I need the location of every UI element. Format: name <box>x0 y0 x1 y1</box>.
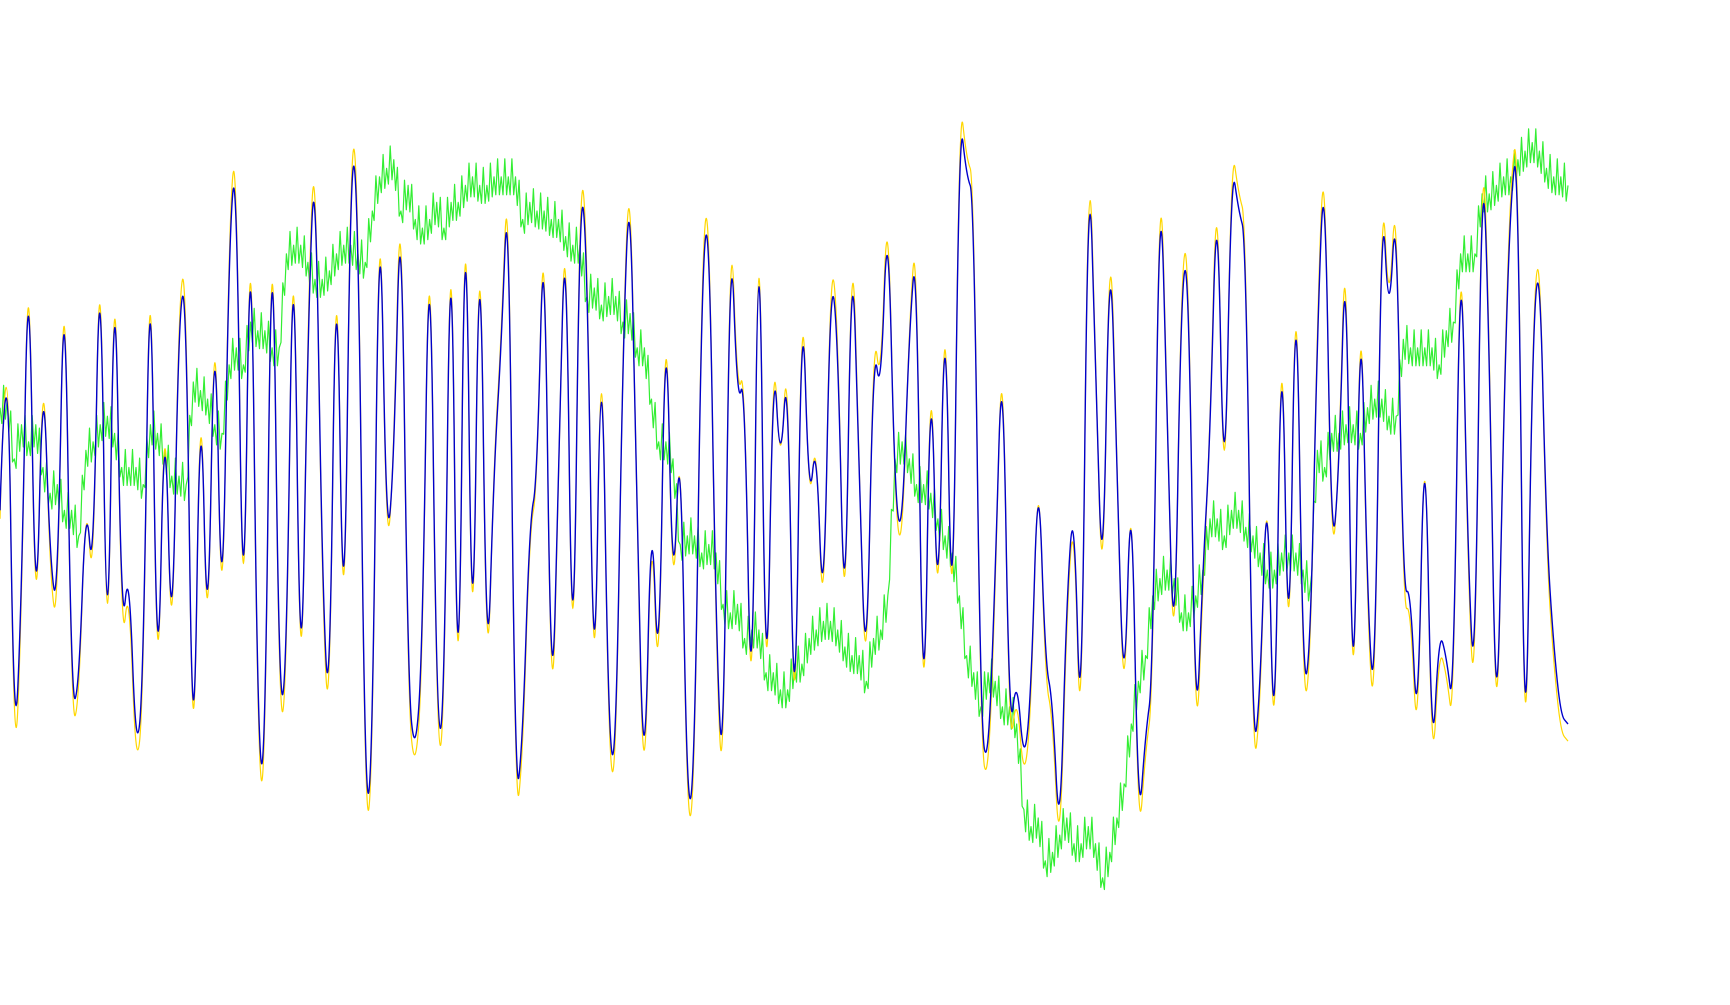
series-layer <box>0 121 1569 891</box>
series-line-2 <box>0 128 1569 891</box>
series-line-1 <box>0 138 1569 805</box>
